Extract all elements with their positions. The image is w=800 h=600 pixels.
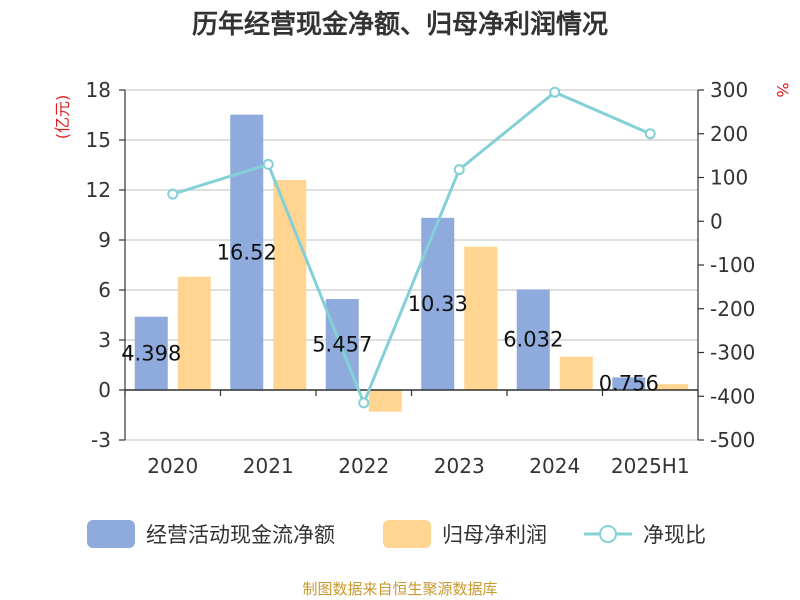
legend-label: 经营活动现金流净额 (146, 523, 335, 547)
left-tick-label: 15 (86, 128, 111, 152)
x-tick-label: 2022 (338, 454, 389, 478)
ratio-point-2025H1[interactable] (644, 128, 656, 140)
right-axis: 300 200 100 0 -100 -200 -300 -400 -500 (697, 78, 755, 452)
ratio-line (167, 86, 656, 409)
bar-归母净利润-2022[interactable] (368, 390, 402, 412)
ratio-point-2024[interactable] (549, 86, 561, 98)
left-axis: 18 15 12 9 6 3 0 -3 (86, 78, 126, 452)
right-tick-label: 300 (710, 78, 748, 102)
legend-label: 净现比 (643, 523, 706, 547)
ratio-point-2022[interactable] (358, 397, 370, 409)
left-tick-label: 9 (98, 228, 111, 252)
data-label-2024: 6.032 (503, 328, 563, 352)
right-axis-unit: % (773, 82, 792, 97)
ratio-point-2023[interactable] (453, 164, 465, 176)
data-label-2020: 4.398 (121, 341, 181, 365)
right-tick-label: -500 (710, 428, 755, 452)
right-tick-label: -400 (710, 384, 755, 408)
data-label-2025H1: 0.756 (599, 372, 659, 396)
left-tick-label: -3 (91, 428, 111, 452)
legend-swatch (383, 520, 431, 548)
ratio-polyline (172, 90, 651, 407)
bar-经营活动现金流净额-2024[interactable] (516, 289, 550, 390)
legend-item-净现比[interactable]: 净现比 (584, 523, 706, 547)
ratio-point-2021[interactable] (262, 158, 274, 170)
legend[interactable]: 经营活动现金流净额 归母净利润 净现比 (87, 520, 706, 548)
right-tick-label: -200 (710, 297, 755, 321)
x-axis (124, 389, 699, 396)
x-tick-label: 2024 (529, 454, 580, 478)
data-labels: 4.398 16.52 5.457 10.33 6.032 0.756 (121, 240, 659, 395)
right-tick-label: 100 (710, 166, 748, 190)
left-tick-label: 3 (98, 328, 111, 352)
bars (134, 114, 689, 412)
legend-item-归母净利润[interactable]: 归母净利润 (383, 520, 547, 548)
legend-item-经营活动现金流净额[interactable]: 经营活动现金流净额 (87, 520, 335, 548)
bar-归母净利润-2021[interactable] (273, 180, 307, 390)
bar-归母净利润-2024[interactable] (559, 356, 593, 390)
x-tick-label: 2023 (434, 454, 485, 478)
x-tick-label: 2025H1 (611, 454, 690, 478)
left-tick-label: 12 (86, 178, 111, 202)
source-note: 制图数据来自恒生聚源数据库 (302, 580, 497, 598)
legend-label: 归母净利润 (442, 523, 547, 547)
x-axis-labels: 2020 2021 2022 2023 2024 2025H1 (147, 454, 689, 478)
left-tick-label: 6 (98, 278, 111, 302)
bar-归母净利润-2023[interactable] (464, 246, 498, 390)
ratio-point-2020[interactable] (167, 188, 179, 200)
data-label-2022: 5.457 (312, 333, 372, 357)
right-tick-label: 0 (710, 209, 723, 233)
x-tick-label: 2021 (243, 454, 294, 478)
bar-经营活动现金流净额-2025H1[interactable] (612, 377, 646, 390)
chart-title: 历年经营现金净额、归母净利润情况 (192, 9, 608, 40)
legend-swatch-marker (599, 525, 617, 543)
left-tick-label: 18 (86, 78, 111, 102)
right-tick-label: -100 (710, 253, 755, 277)
right-tick-label: -300 (710, 341, 755, 365)
left-tick-label: 0 (98, 378, 111, 402)
x-tick-label: 2020 (147, 454, 198, 478)
bar-经营活动现金流净额-2020[interactable] (134, 316, 168, 390)
right-tick-label: 200 (710, 122, 748, 146)
data-label-2023: 10.33 (408, 292, 468, 316)
bar-归母净利润-2025H1[interactable] (655, 384, 689, 390)
bar-归母净利润-2020[interactable] (177, 276, 211, 390)
data-label-2021: 16.52 (217, 240, 277, 264)
bar-经营活动现金流净额-2021[interactable] (230, 114, 264, 391)
left-axis-unit: (亿元) (53, 95, 72, 140)
legend-swatch (87, 520, 135, 548)
